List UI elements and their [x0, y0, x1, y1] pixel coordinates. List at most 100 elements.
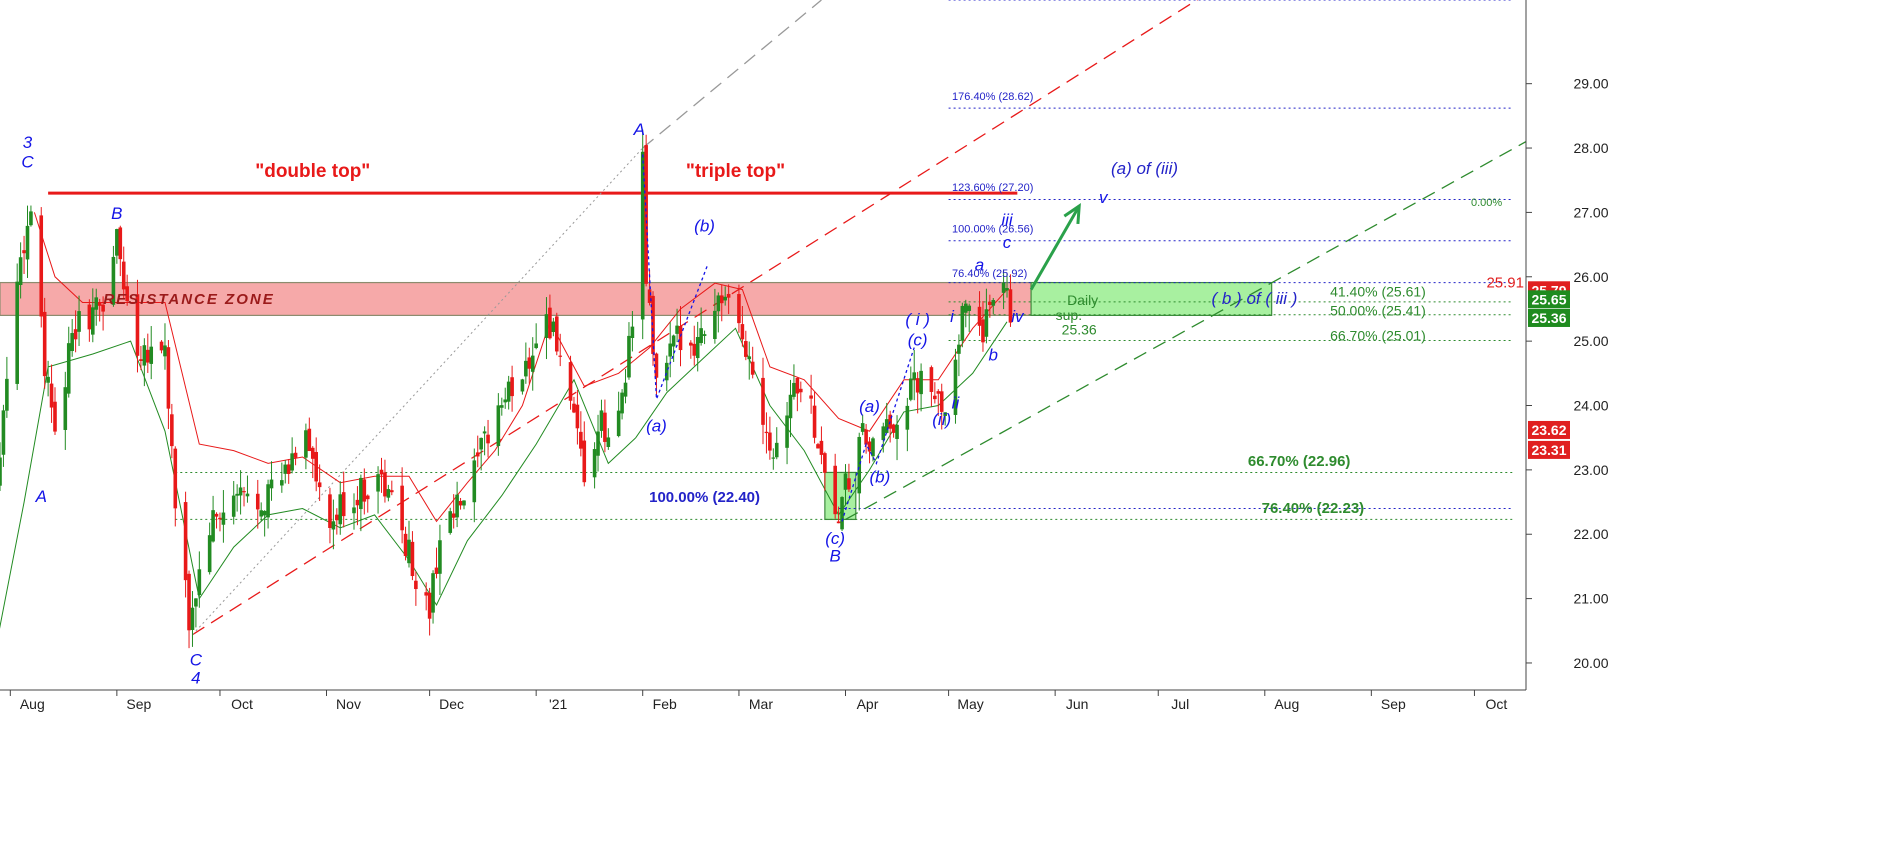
wave-label: i: [950, 307, 955, 326]
x-tick-label: Feb: [653, 696, 677, 712]
candle-body: [238, 487, 243, 496]
candle-body: [640, 151, 645, 320]
candle-body: [403, 533, 408, 556]
candle-body: [963, 303, 968, 313]
candle-body: [472, 460, 477, 503]
candle-body: [599, 410, 604, 431]
candle-body: [49, 383, 54, 408]
candle-body: [692, 343, 697, 356]
price-tag-text: 25.91: [1486, 275, 1524, 292]
fib-label: 76.40% (22.23): [1262, 500, 1365, 517]
candle-body: [25, 225, 30, 260]
wave-label: iii: [1001, 210, 1014, 229]
wave-label: (b): [869, 468, 890, 487]
fib-label: 76.40% (25.92): [952, 268, 1027, 280]
candle-body: [66, 343, 71, 394]
wave-label: (a): [859, 397, 880, 416]
candle-body: [912, 372, 917, 380]
wave-label: iv: [1011, 307, 1025, 326]
candle-body: [448, 511, 453, 533]
candle-body: [355, 499, 360, 506]
candle-body: [359, 477, 363, 510]
wave-label: (a): [646, 416, 667, 435]
fib-label: 0.00%: [1471, 197, 1502, 209]
candle-body: [269, 479, 274, 489]
x-tick-label: Dec: [439, 696, 464, 712]
candle-body: [431, 573, 435, 613]
moving-average-layer: [0, 212, 1008, 629]
candle-body: [183, 502, 188, 581]
projection-arrow: [1029, 205, 1081, 291]
candle-body: [142, 345, 147, 366]
wave-label: B: [111, 204, 122, 223]
candle-body: [255, 493, 260, 510]
x-tick-label: Jul: [1171, 696, 1189, 712]
candle-body: [235, 493, 239, 496]
candle-body: [812, 405, 817, 438]
candle-body: [627, 335, 631, 378]
candle-body: [390, 490, 394, 493]
candle-body: [90, 307, 95, 335]
candle-body: [218, 517, 222, 520]
level-lines-layer: [48, 0, 1513, 520]
annotation-layer: "double top" "triple top" RESISTANCE ZONE (…: [21, 91, 1502, 688]
candle-body: [908, 378, 913, 400]
wave-label: 3: [23, 133, 33, 152]
candle-body: [187, 573, 191, 631]
candle-body: [881, 426, 886, 441]
trend-line: [845, 141, 1526, 520]
wave-path: [841, 347, 915, 522]
candle-body: [675, 325, 679, 334]
candle-body: [1005, 288, 1009, 291]
candle-body: [424, 592, 428, 596]
candle-body: [819, 440, 824, 455]
candle-body: [365, 495, 370, 500]
support-zone: [1030, 281, 1273, 316]
candle-body: [771, 457, 776, 459]
candle-body: [341, 492, 346, 517]
price-tag: [1528, 440, 1570, 459]
candle-body: [953, 359, 958, 415]
trend-line: [192, 0, 1199, 636]
candle-body: [747, 356, 752, 360]
candle-body: [582, 440, 587, 483]
candle-body: [689, 342, 693, 346]
candle-body: [671, 335, 676, 347]
candle-body: [833, 465, 837, 515]
candle-body: [843, 473, 848, 490]
candle-body: [792, 382, 796, 397]
candle-body: [310, 447, 315, 459]
wave-label: b: [989, 345, 998, 364]
candle-body: [726, 293, 731, 298]
candle-body: [836, 521, 841, 524]
trend-lines: [192, 0, 1526, 636]
candle-body: [774, 442, 779, 458]
candle-body: [197, 569, 202, 595]
candle-body: [651, 295, 655, 354]
candle-body: [603, 412, 607, 442]
y-tick-label: 20.00: [1573, 655, 1608, 671]
candle-body: [596, 431, 600, 456]
wave-label: a: [975, 255, 984, 274]
candle-body: [383, 472, 387, 497]
price-tag-label: 23.62: [1531, 422, 1566, 438]
candle-body: [654, 353, 659, 378]
wave-label: 4: [191, 669, 200, 688]
y-tick-label: 23.00: [1573, 462, 1608, 478]
trend-lines-layer: [192, 0, 1526, 636]
price-tag: [1528, 420, 1570, 439]
x-tick-label: Apr: [857, 696, 879, 712]
wave-label: C: [190, 651, 203, 670]
candle-body: [170, 414, 174, 447]
candle-body: [73, 329, 78, 340]
candle-body: [53, 401, 57, 432]
candle-body: [479, 437, 483, 450]
candle-body: [816, 444, 820, 449]
candle-body: [163, 345, 167, 357]
candle-body: [534, 343, 538, 349]
candle-body: [338, 494, 343, 525]
wave-label: v: [1099, 188, 1109, 207]
candle-body: [266, 484, 270, 518]
candle-body: [499, 405, 504, 408]
candle-body: [544, 314, 549, 338]
